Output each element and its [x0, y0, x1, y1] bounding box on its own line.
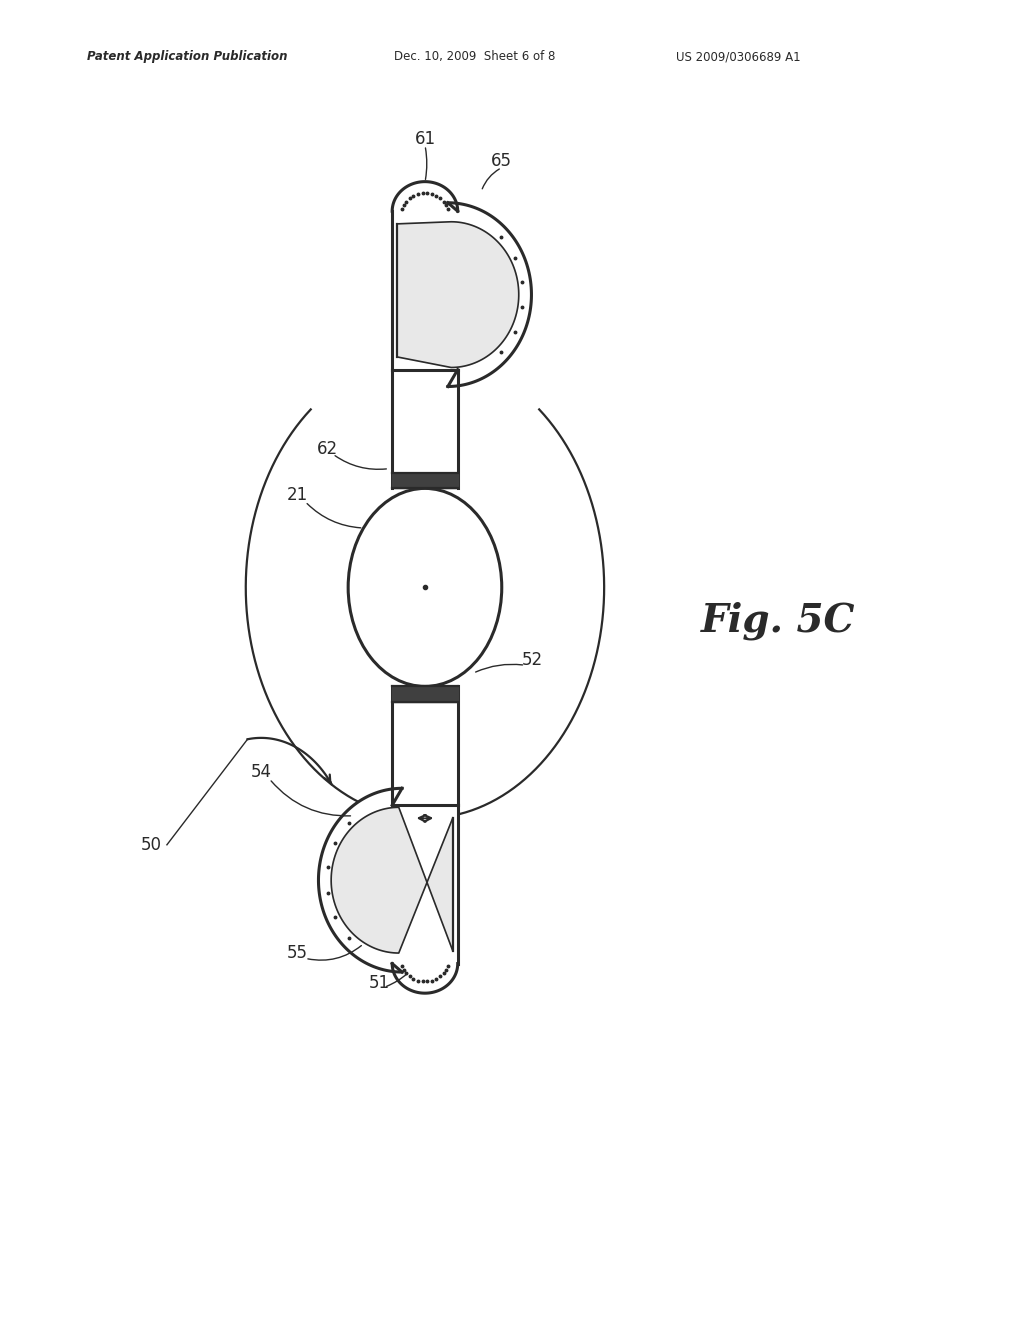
Text: Dec. 10, 2009  Sheet 6 of 8: Dec. 10, 2009 Sheet 6 of 8	[394, 50, 556, 63]
Polygon shape	[392, 182, 531, 387]
Text: 52: 52	[522, 651, 543, 669]
Ellipse shape	[348, 488, 502, 686]
Text: 21: 21	[287, 486, 307, 504]
Text: 51: 51	[369, 974, 389, 993]
Text: 50: 50	[141, 836, 162, 854]
Text: 65: 65	[492, 152, 512, 170]
Polygon shape	[392, 370, 458, 488]
Text: 62: 62	[317, 440, 338, 458]
Polygon shape	[392, 473, 458, 488]
Polygon shape	[331, 808, 453, 953]
Text: Fig. 5C: Fig. 5C	[701, 601, 855, 640]
Polygon shape	[392, 686, 458, 702]
Polygon shape	[397, 222, 519, 367]
Text: US 2009/0306689 A1: US 2009/0306689 A1	[676, 50, 801, 63]
Text: Patent Application Publication: Patent Application Publication	[87, 50, 288, 63]
Text: 61: 61	[415, 129, 435, 148]
Polygon shape	[318, 788, 458, 993]
Polygon shape	[392, 686, 458, 805]
Text: 54: 54	[251, 763, 271, 781]
Text: 55: 55	[287, 944, 307, 962]
